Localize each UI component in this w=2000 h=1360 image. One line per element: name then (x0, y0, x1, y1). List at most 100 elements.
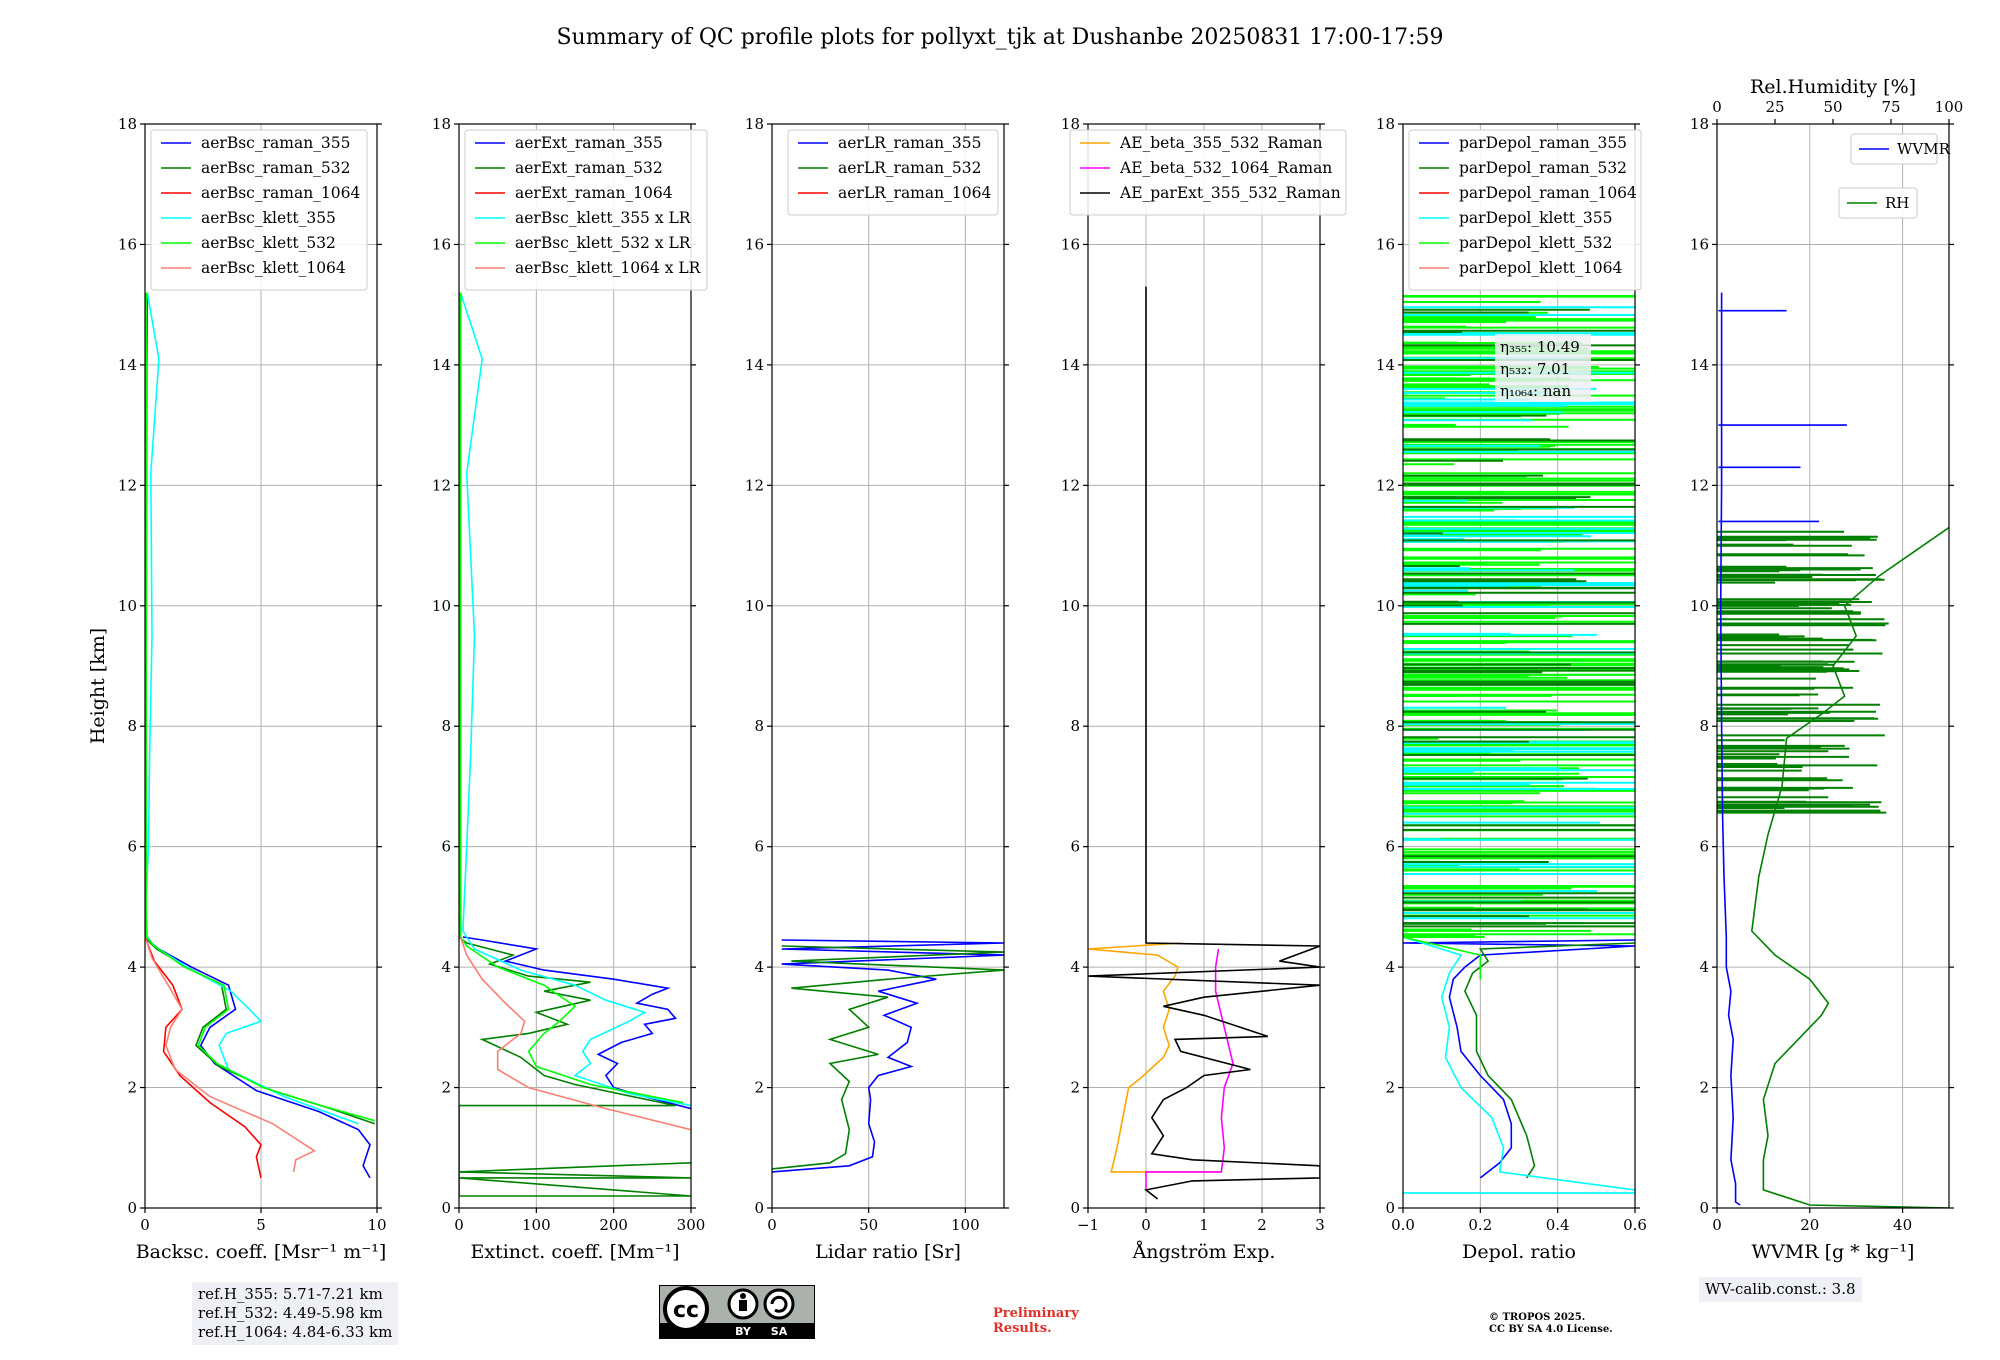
y-tick-label: 18 (432, 115, 451, 133)
ref-height-532: ref.H_532: 4.49-5.98 km (198, 1304, 383, 1322)
y-tick-label: 2 (127, 1079, 137, 1097)
legend-box (150, 129, 368, 291)
y-tick-label: 2 (754, 1079, 764, 1097)
x-tick-label: 200 (599, 1216, 628, 1234)
by-person-icon (740, 1293, 746, 1299)
y-tick-label: 0 (1385, 1199, 1395, 1217)
series-aerBsc_klett_1064 x LR (459, 936, 691, 1131)
series-AE_beta_355_532_Raman (1088, 942, 1222, 1173)
legend-label: aerExt_raman_1064 (515, 184, 673, 202)
y-tick-label: 4 (1699, 958, 1709, 976)
y-tick-label: 12 (432, 476, 451, 494)
x-tick-label: 40 (1893, 1216, 1912, 1234)
y-tick-label: 12 (118, 476, 137, 494)
y-tick-label: 10 (118, 597, 137, 615)
y-tick-label: 16 (1376, 235, 1395, 253)
legend-label: aerBsc_klett_532 (201, 234, 336, 252)
y-tick-label: 10 (432, 597, 451, 615)
top-x-tick-label: 25 (1765, 98, 1784, 116)
y-tick-label: 4 (441, 958, 451, 976)
y-tick-label: 8 (754, 717, 764, 735)
y-tick-label: 12 (745, 476, 764, 494)
series-aerBsc_klett_355 x LR (459, 292, 691, 1107)
plot-area-ae (1088, 286, 1320, 1200)
x-tick-label: 300 (677, 1216, 706, 1234)
legend-label: aerBsc_klett_355 (201, 209, 336, 227)
x-axis-label: Ångström Exp. (1132, 1241, 1276, 1263)
x-tick-label: −1 (1077, 1216, 1099, 1234)
legend-label: aerBsc_klett_355 x LR (515, 209, 692, 227)
y-tick-label: 4 (1070, 958, 1080, 976)
reference-heights-box: ref.H_355: 5.71-7.21 km ref.H_532: 4.49-… (192, 1282, 399, 1345)
series-aerBsc_klett_1064 (145, 939, 317, 1173)
y-tick-label: 16 (432, 235, 451, 253)
top-axis-label: Rel.Humidity [%] (1750, 76, 1916, 98)
plot-area-lr (772, 939, 1004, 1173)
y-tick-label: 10 (1376, 597, 1395, 615)
series-aerLR_raman_355 (772, 939, 1004, 1173)
legend-box (1850, 133, 1938, 165)
legend-label: aerLR_raman_532 (838, 159, 981, 177)
y-tick-label: 4 (754, 958, 764, 976)
legend-label: parDepol_raman_532 (1459, 159, 1627, 177)
y-tick-label: 14 (118, 356, 137, 374)
eta-annotation: η₁₀₆₄: nan (1500, 382, 1571, 400)
sa-text: SA (771, 1325, 788, 1338)
plot-area-bsc (145, 292, 375, 1179)
x-axis-label: Backsc. coeff. [Msr⁻¹ m⁻¹] (136, 1241, 387, 1263)
y-tick-label: 14 (745, 356, 764, 374)
tropos-license: © TROPOS 2025. CC BY SA 4.0 License. (1489, 1312, 1613, 1336)
legend-label: parDepol_raman_1064 (1459, 184, 1637, 202)
legend-box (1408, 129, 1642, 291)
tropos-copyright: © TROPOS 2025. (1489, 1312, 1586, 1323)
series-aerBsc_raman_355 (145, 292, 371, 1179)
x-tick-label: 0 (1712, 1216, 1722, 1234)
x-tick-label: 0 (1141, 1216, 1151, 1234)
preliminary-note: Preliminary Results. (993, 1306, 1079, 1336)
legend-label: aerLR_raman_355 (838, 134, 981, 152)
cc-by-sa-logo: cc BY SA (659, 1285, 815, 1339)
x-tick-label: 3 (1315, 1216, 1325, 1234)
noise-lines (1717, 530, 1889, 814)
x-axis-label: Lidar ratio [Sr] (815, 1241, 961, 1263)
x-tick-label: 0 (454, 1216, 464, 1234)
top-x-tick-label: 100 (1935, 98, 1964, 116)
y-tick-label: 0 (1070, 1199, 1080, 1217)
series-aerExt_raman_355 (462, 936, 691, 1110)
series-parDepol_klett_355 (1403, 936, 1635, 1194)
by-text: BY (735, 1325, 752, 1338)
plot-area-ext (459, 292, 691, 1197)
series-aerBsc_raman_532 (145, 292, 375, 1125)
y-tick-label: 6 (754, 838, 764, 856)
x-axis-label: WVMR [g * kg⁻¹] (1752, 1241, 1915, 1263)
x-tick-label: 100 (522, 1216, 551, 1234)
preliminary-line-1: Preliminary (993, 1306, 1079, 1321)
series-RH (1750, 526, 1949, 1208)
eta-annotation: η₃₅₅: 10.49 (1500, 338, 1580, 356)
legend-label: aerBsc_klett_532 x LR (515, 234, 692, 252)
y-tick-label: 6 (127, 838, 137, 856)
y-tick-label: 14 (1376, 356, 1395, 374)
tropos-license-text: CC BY SA 4.0 License. (1489, 1324, 1613, 1335)
y-tick-label: 6 (1070, 838, 1080, 856)
y-tick-label: 16 (118, 235, 137, 253)
top-x-tick-label: 50 (1823, 98, 1842, 116)
y-tick-label: 14 (1061, 356, 1080, 374)
y-tick-label: 12 (1376, 476, 1395, 494)
series-aerExt_raman_532 (459, 936, 691, 1197)
y-tick-label: 8 (1699, 717, 1709, 735)
legend-label: AE_beta_532_1064_Raman (1119, 159, 1332, 177)
plot-area-wv (1717, 292, 1949, 1208)
legend-box (1838, 187, 1918, 219)
x-tick-label: 0 (140, 1216, 150, 1234)
series-WVMR (1719, 292, 1741, 1206)
y-tick-label: 16 (1690, 235, 1709, 253)
x-tick-label: 2 (1257, 1216, 1267, 1234)
y-tick-label: 2 (441, 1079, 451, 1097)
top-x-tick-label: 75 (1881, 98, 1900, 116)
y-tick-label: 0 (127, 1199, 137, 1217)
legend-label: aerBsc_raman_532 (201, 159, 351, 177)
